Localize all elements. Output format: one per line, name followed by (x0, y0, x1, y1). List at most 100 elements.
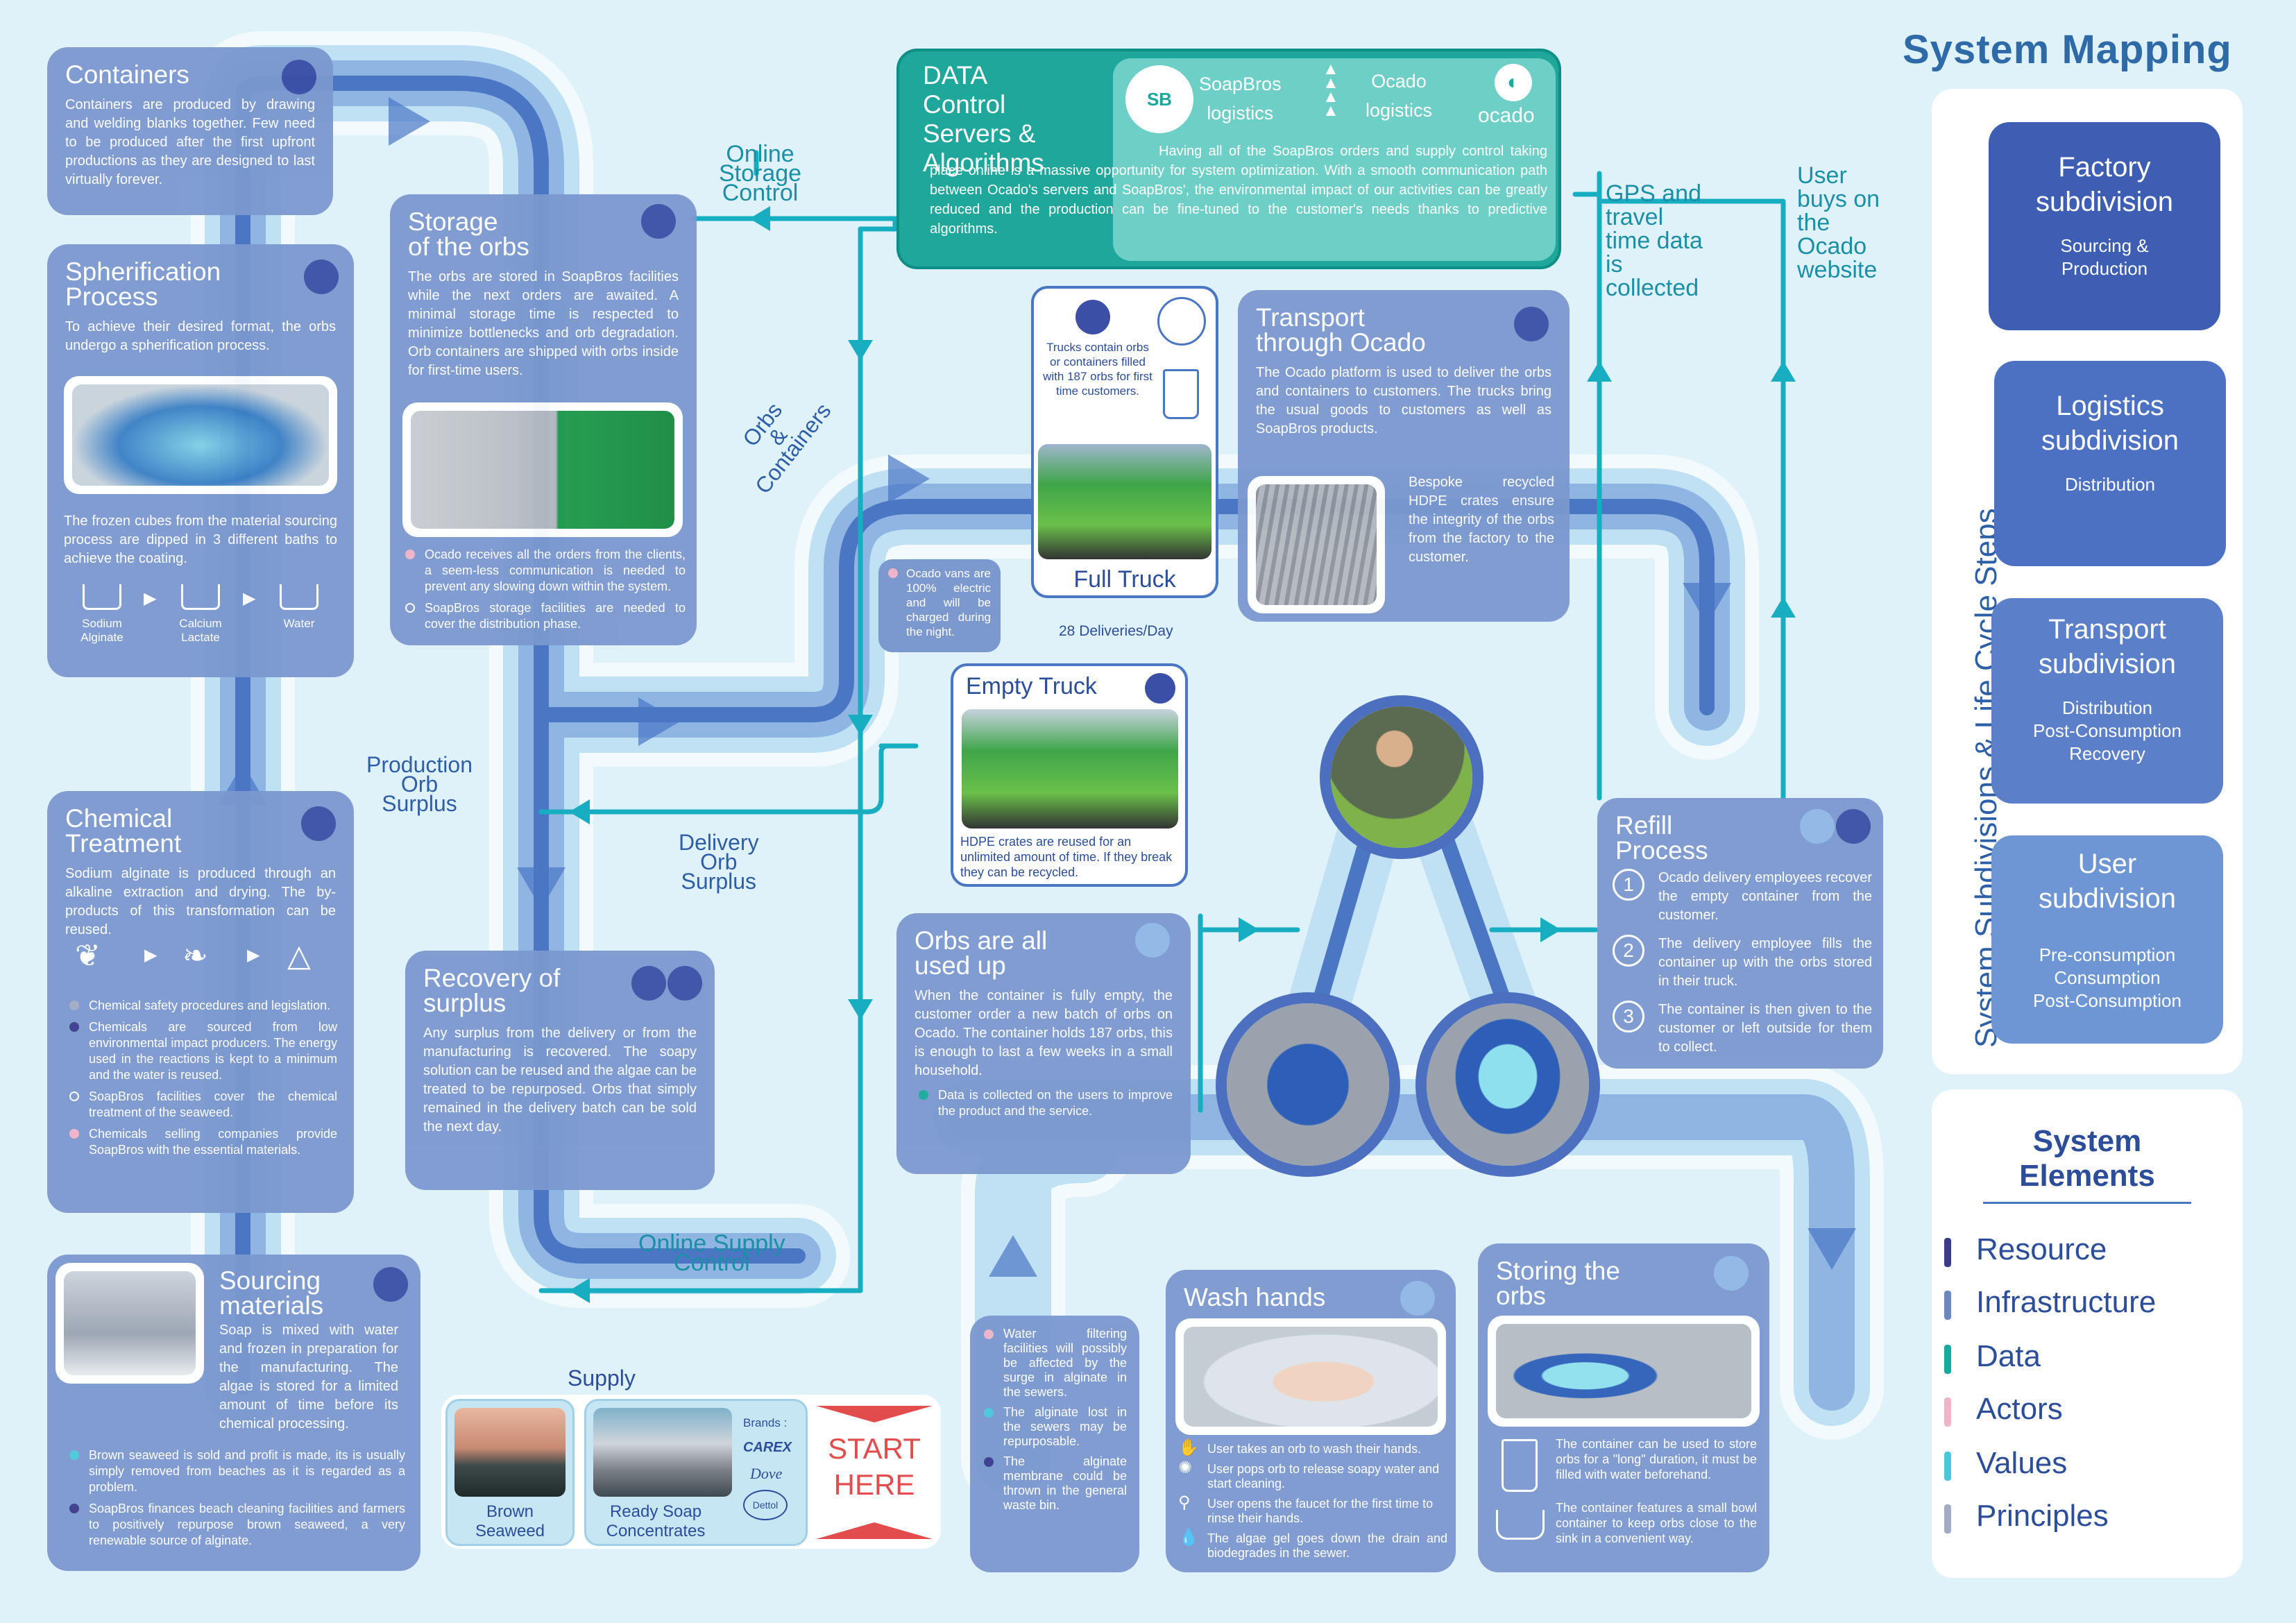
brand-dettol: Dettol (743, 1490, 788, 1520)
container-icon (1163, 369, 1199, 419)
infrastructure-dot (641, 204, 676, 239)
water-note-card: Water filtering facilities will possibly… (970, 1316, 1139, 1572)
orbs-bowl-image (64, 376, 337, 494)
step-number-3: 3 (1613, 1001, 1644, 1033)
chemical-card: Chemical Treatment Sodium alginate is pr… (47, 791, 354, 1213)
filled-container-image (1415, 992, 1600, 1177)
infrastructure-dot (631, 966, 666, 1001)
bath-water: Water (261, 584, 337, 631)
recovery-card: Recovery of surplus Any surplus from the… (405, 951, 715, 1190)
data-control-title: DATA Control Servers & Algorithms (923, 61, 1044, 177)
water-bullet-actors: Water filtering facilities will possibly… (983, 1327, 1127, 1400)
step-number-1: 1 (1613, 869, 1644, 901)
storage-text: The orbs are stored in SoapBros faciliti… (408, 269, 679, 378)
containers-title: Containers (65, 60, 189, 89)
online-supply-control-label: Online Supply Control (638, 1230, 785, 1276)
infrastructure-dot (1836, 809, 1871, 844)
user-subdivision: User subdivision Pre-consumption Consump… (1991, 835, 2223, 1044)
legend-principles: Principles (1944, 1499, 2109, 1533)
transport-text: The Ocado platform is used to deliver th… (1256, 365, 1551, 436)
seaweed-card: Brown Seaweed (445, 1399, 575, 1546)
container-outline-icon (1502, 1439, 1538, 1492)
gps-data-label: GPS and travel time data is collected (1606, 180, 1703, 301)
storing-text-2: The container features a small bowl cont… (1556, 1501, 1757, 1545)
water-bullet-values: The alginate lost in the sewers may be r… (983, 1405, 1127, 1449)
empty-truck-image (960, 708, 1180, 830)
delivery-surplus-label: Delivery Orb Surplus (679, 830, 759, 894)
supply-label: Supply (568, 1366, 636, 1391)
sourcing-title: Sourcing materials (219, 1266, 324, 1320)
wash-steps: ✋ User takes an orb to wash their hands. … (1178, 1438, 1447, 1561)
legend-underline (1983, 1202, 2191, 1204)
storing-title: Storing the orbs (1496, 1257, 1620, 1310)
bath-sodium-alginate: Sodium Alginate (64, 584, 140, 645)
beaker-icon (280, 584, 318, 610)
resource-dot (301, 806, 336, 841)
infrastructure-dot (1145, 673, 1175, 704)
hand-orb-icon: ✋ (1178, 1438, 1199, 1457)
production-surplus-label: Production Orb Surplus (366, 752, 473, 816)
orb-bowl-icon (1157, 297, 1206, 346)
full-truck-image (1037, 443, 1213, 561)
leaf-icon: ❧ (182, 939, 208, 973)
sourcing-bullet-resource: SoapBros finances beach cleaning facilit… (65, 1501, 405, 1549)
brand-carex: CAREX (743, 1440, 792, 1455)
storage-title: Storage of the orbs (408, 207, 529, 261)
actors-dot (1400, 1281, 1435, 1316)
ocado-logo-icon: ◐ (1495, 64, 1532, 101)
arrow-right-icon: ▶ (247, 946, 260, 965)
brand-dove: Dove (750, 1465, 783, 1482)
user-buys-label: User buys on the Ocado website (1797, 162, 1880, 283)
ocado-logo-text: ocado (1478, 104, 1535, 127)
seaweed-label: Brown Seaweed (475, 1502, 545, 1540)
start-here-marker: START HERE (816, 1406, 933, 1539)
resource-dot (373, 1267, 408, 1302)
refill-step-1: 1 Ocado delivery employees recover the e… (1608, 869, 1872, 925)
arrow-right-icon: ▶ (144, 589, 157, 608)
refill-steps: 1 Ocado delivery employees recover the e… (1608, 869, 1872, 1057)
brands-label: Brands : (743, 1416, 788, 1429)
spherification-text2: The frozen cubes from the material sourc… (64, 513, 337, 566)
refill-card: Refill Process 1 Ocado delivery employee… (1597, 798, 1883, 1069)
recovery-title: Recovery of surplus (423, 964, 561, 1017)
hdpe-crate-image (1248, 476, 1385, 613)
pop-orb-icon: ✺ (1178, 1459, 1193, 1477)
factory-subdivision: Factory subdivision Sourcing & Productio… (1989, 122, 2220, 330)
storage-bullet-infrastructure: SoapBros storage facilities are needed t… (401, 600, 686, 632)
infrastructure-dot (304, 260, 339, 294)
transport-title: Transport through Ocado (1256, 303, 1426, 357)
chemical-icons: ❦ ▶ ❧ ▶ △ (68, 938, 339, 987)
link-zigzag-icon: ▲ ▲ ▲ ▲ (1323, 60, 1339, 120)
storage-crates-image (402, 402, 683, 537)
orbs-used-card: Orbs are all used up When the container … (896, 913, 1191, 1174)
transport-crates-text: Bespoke recycled HDPE crates ensure the … (1409, 475, 1554, 565)
start-here-label: START HERE (828, 1432, 921, 1501)
legend-values: Values (1944, 1446, 2067, 1481)
legend-title: System Elements (2019, 1124, 2155, 1193)
orbs-used-title: Orbs are all used up (915, 926, 1048, 980)
online-storage-control-label: Online Storage Control (719, 141, 802, 206)
soapbros-logistics-label: SoapBros logistics (1199, 74, 1282, 124)
logistics-subdivision: Logistics subdivision Distribution (1994, 361, 2226, 566)
chemical-bullet-infrastructure: SoapBros facilities cover the chemical t… (65, 1089, 337, 1121)
containers-text: Containers are produced by drawing and w… (65, 97, 315, 187)
hand-washing-image (1175, 1318, 1446, 1435)
chemical-bullet-resource: Chemicals are sourced from low environme… (65, 1019, 337, 1083)
orbs-bowl-sink-image (1488, 1316, 1760, 1427)
actors-dot (1800, 809, 1835, 844)
chemical-bullet-actors: Chemicals selling companies provide Soap… (65, 1126, 337, 1158)
infrastructure-dot (1075, 300, 1110, 334)
full-truck-label: Full Truck (1073, 566, 1176, 593)
start-arrow-icon (816, 1406, 933, 1422)
seaweed-icon: ❦ (75, 939, 101, 973)
tanker-truck-image (593, 1408, 732, 1497)
storage-bullet-actors: Ocado receives all the orders from the c… (401, 547, 686, 595)
vans-note-text: Ocado vans are 100% electric and will be… (906, 567, 991, 638)
start-arrow-bottom-icon (816, 1522, 933, 1539)
spherification-card: Spherification Process To achieve their … (47, 244, 354, 677)
orbs-used-text: When the container is fully empty, the c… (915, 988, 1173, 1078)
legend-actors: Actors (1944, 1392, 2063, 1427)
wash-card: Wash hands ✋ User takes an orb to wash th… (1166, 1270, 1456, 1572)
resource-dot (282, 60, 316, 94)
transport-subdivision: Transport subdivision Distribution Post-… (1991, 598, 2223, 804)
